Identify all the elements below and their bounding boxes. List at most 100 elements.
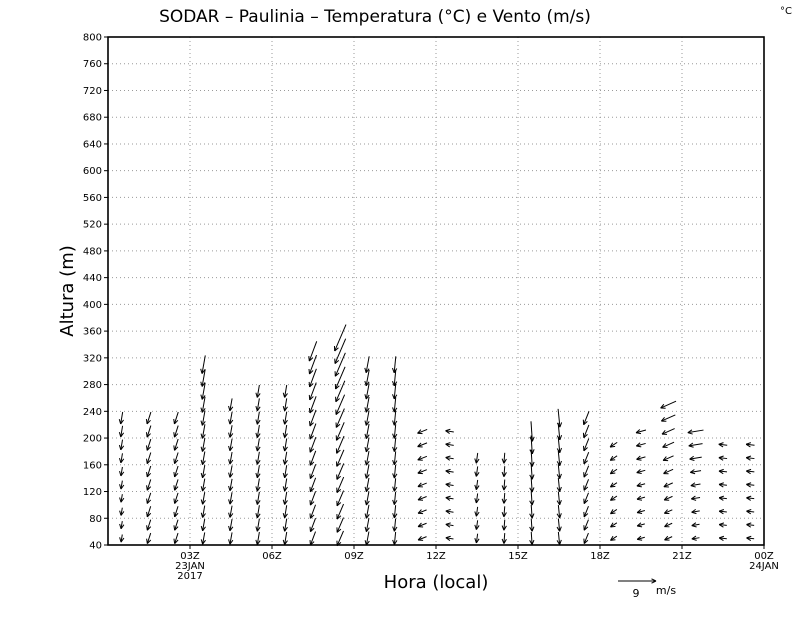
wind-vector xyxy=(364,396,370,413)
wind-vector xyxy=(173,452,179,465)
x-tick-label: 15Z xyxy=(508,551,528,562)
wind-vector xyxy=(309,409,317,427)
y-tick-label: 520 xyxy=(83,220,102,231)
wind-vector xyxy=(474,520,480,530)
wind-vector xyxy=(417,482,427,488)
wind-vector xyxy=(364,383,370,400)
wind-vector xyxy=(255,384,261,398)
wind-vector xyxy=(146,492,152,504)
wind-vector xyxy=(255,531,261,545)
wind-vector xyxy=(119,507,125,516)
wind-vector xyxy=(660,414,676,422)
wind-vector xyxy=(364,518,370,533)
wind-vector xyxy=(501,519,507,531)
wind-vector xyxy=(445,535,454,541)
wind-vectors xyxy=(118,324,755,547)
wind-vector xyxy=(173,438,179,451)
wind-vector xyxy=(145,425,152,438)
wind-vector xyxy=(228,478,234,492)
wind-vector xyxy=(308,341,318,362)
wind-vector xyxy=(364,477,370,493)
wind-vector xyxy=(309,531,317,546)
wind-vector xyxy=(718,468,728,475)
wind-vector xyxy=(308,354,318,375)
wind-vector xyxy=(146,465,152,478)
wind-vector xyxy=(691,508,700,515)
x-tick-label: 21Z xyxy=(672,551,692,562)
wind-vector xyxy=(309,450,317,466)
wind-vector xyxy=(529,491,535,506)
wind-vector xyxy=(335,380,346,403)
wind-vector xyxy=(255,491,261,505)
wind-vector xyxy=(228,398,234,412)
y-tick-label: 560 xyxy=(83,193,102,204)
wind-vector xyxy=(501,466,507,477)
wind-vector xyxy=(364,531,370,546)
legend-speed-value: 9 xyxy=(633,587,640,600)
wind-vector xyxy=(662,455,674,462)
wind-vector xyxy=(583,519,589,531)
wind-vector xyxy=(417,535,427,541)
wind-vector xyxy=(255,424,261,438)
wind-vector xyxy=(635,429,647,435)
wind-vector xyxy=(364,504,370,519)
wind-vector xyxy=(417,509,427,515)
reference-vector-arrow xyxy=(618,578,657,584)
wind-vector xyxy=(200,492,206,505)
wind-vector xyxy=(228,505,234,518)
wind-vector xyxy=(583,438,590,452)
wind-vector xyxy=(501,479,507,491)
wind-vector xyxy=(392,383,398,400)
wind-vector xyxy=(228,452,234,465)
wind-vector xyxy=(688,442,703,448)
wind-vector xyxy=(173,465,179,478)
wind-vector xyxy=(228,411,234,425)
y-tick-label: 480 xyxy=(83,246,102,257)
y-tick-label: 80 xyxy=(89,514,102,525)
wind-vector xyxy=(583,465,590,478)
wind-vector xyxy=(336,463,345,480)
wind-vector xyxy=(200,451,206,465)
wind-vector xyxy=(417,455,428,461)
wind-vector xyxy=(636,535,645,541)
wind-vector xyxy=(556,518,562,532)
wind-vector xyxy=(691,522,700,528)
wind-vector xyxy=(529,421,535,442)
wind-vector xyxy=(334,352,346,377)
wind-vector xyxy=(145,438,152,451)
y-axis-label: Altura (m) xyxy=(57,245,78,337)
x-tick-label: 2017 xyxy=(177,571,202,582)
wind-vector xyxy=(663,509,673,514)
wind-vector xyxy=(336,517,344,533)
wind-vector xyxy=(200,369,206,387)
wind-vector xyxy=(474,479,480,490)
wind-vector xyxy=(228,492,234,505)
wind-vector xyxy=(364,450,370,466)
x-tick-label: 06Z xyxy=(262,551,282,562)
wind-vector xyxy=(474,452,480,464)
wind-vector xyxy=(255,465,261,479)
wind-vector xyxy=(445,468,454,475)
wind-vector xyxy=(583,479,590,491)
wind-vector xyxy=(282,465,288,479)
wind-vector xyxy=(118,411,124,425)
wind-vector xyxy=(501,492,507,504)
wind-vector xyxy=(529,504,535,519)
wind-vector xyxy=(173,506,179,518)
wind-vector xyxy=(335,394,346,415)
wind-vector xyxy=(335,422,345,441)
wind-vector xyxy=(334,338,347,364)
y-tick-label: 600 xyxy=(83,166,102,177)
wind-vector xyxy=(718,455,728,461)
wind-vector xyxy=(309,518,317,533)
wind-vector xyxy=(308,368,317,388)
wind-vector xyxy=(583,452,590,465)
wind-vector xyxy=(636,522,645,528)
wind-vector xyxy=(660,400,677,409)
wind-vector xyxy=(309,504,317,519)
wind-vector xyxy=(392,424,398,439)
x-tick-label: 12Z xyxy=(426,551,446,562)
wind-vector xyxy=(200,437,206,452)
wind-vector xyxy=(556,464,562,479)
wind-vector xyxy=(529,518,535,532)
